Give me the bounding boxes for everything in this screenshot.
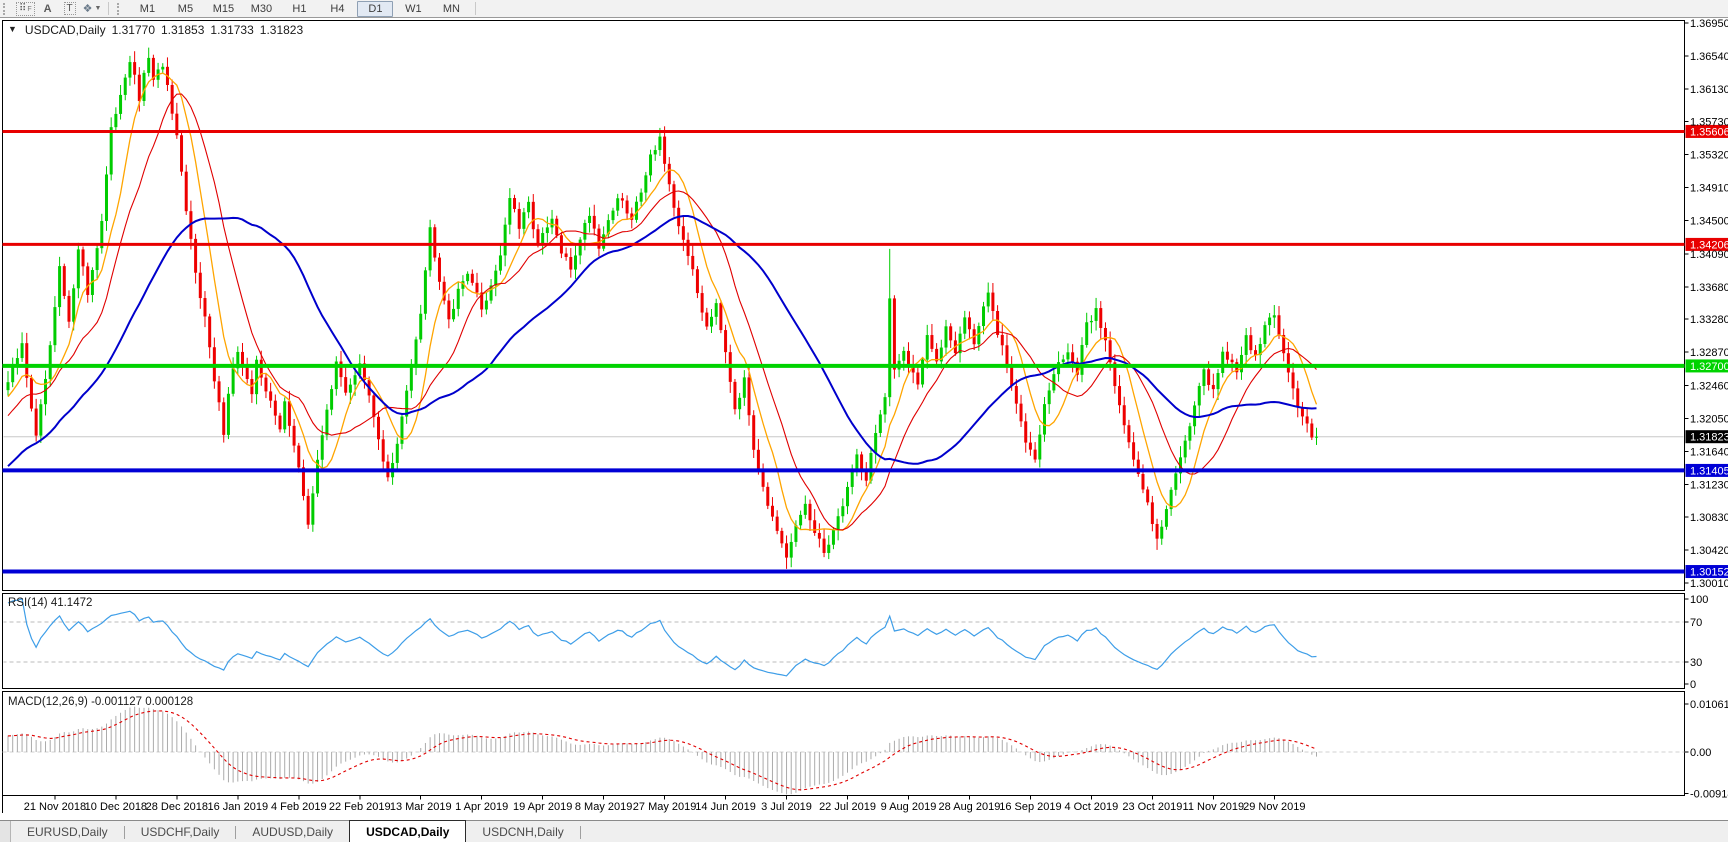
tab-divider bbox=[579, 825, 581, 839]
tab-divider bbox=[235, 825, 237, 839]
toolbar-separator bbox=[108, 2, 110, 15]
svg-text:1.31823: 1.31823 bbox=[1690, 432, 1728, 444]
svg-text:11 Nov 2019: 11 Nov 2019 bbox=[1183, 801, 1245, 813]
svg-text:16 Sep 2019: 16 Sep 2019 bbox=[999, 801, 1061, 813]
svg-text:14 Jun 2019: 14 Jun 2019 bbox=[695, 801, 756, 813]
svg-text:9 Aug 2019: 9 Aug 2019 bbox=[881, 801, 937, 813]
svg-text:1.30830: 1.30830 bbox=[1690, 512, 1728, 524]
timeframe-mn-button[interactable]: MN bbox=[442, 2, 460, 15]
chart-low: 1.31733 bbox=[210, 23, 254, 37]
timeframe-h4-button[interactable]: H4 bbox=[330, 2, 345, 15]
svg-text:1.31230: 1.31230 bbox=[1690, 480, 1728, 492]
svg-text:-0.009181: -0.009181 bbox=[1690, 789, 1728, 801]
svg-text:1.35320: 1.35320 bbox=[1690, 150, 1728, 162]
text-t-icon[interactable]: T bbox=[61, 2, 79, 16]
grid-f-icon[interactable]: ⠿F bbox=[16, 1, 35, 16]
tab-scroll-strip[interactable] bbox=[0, 821, 11, 842]
timeframe-m5-button[interactable]: M5 bbox=[177, 2, 194, 15]
svg-text:10 Dec 2018: 10 Dec 2018 bbox=[85, 801, 147, 813]
svg-text:27 May 2019: 27 May 2019 bbox=[633, 801, 697, 813]
symbol-tabbar: EURUSD,Daily USDCHF,Daily AUDUSD,Daily U… bbox=[0, 820, 1728, 842]
dropdown-caret-icon: ▼ bbox=[94, 5, 102, 12]
svg-text:1.30420: 1.30420 bbox=[1690, 545, 1728, 557]
timeframe-d1-button[interactable]: D1 bbox=[357, 0, 394, 17]
chart-high: 1.31853 bbox=[161, 23, 205, 37]
tab-audusd[interactable]: AUDUSD,Daily bbox=[252, 825, 334, 839]
svg-text:1.31405: 1.31405 bbox=[1690, 465, 1728, 477]
svg-text:1.30152: 1.30152 bbox=[1690, 567, 1728, 579]
svg-text:13 Mar 2019: 13 Mar 2019 bbox=[390, 801, 452, 813]
svg-text:16 Jan 2019: 16 Jan 2019 bbox=[208, 801, 269, 813]
tab-usdcad-active[interactable]: USDCAD,Daily bbox=[349, 820, 467, 842]
svg-text:1.36950: 1.36950 bbox=[1690, 18, 1728, 30]
toolbar-separator-2 bbox=[475, 2, 477, 15]
svg-text:28 Dec 2018: 28 Dec 2018 bbox=[146, 801, 208, 813]
svg-text:1.32870: 1.32870 bbox=[1690, 347, 1728, 359]
svg-text:1.36130: 1.36130 bbox=[1690, 84, 1728, 96]
svg-text:1 Apr 2019: 1 Apr 2019 bbox=[455, 801, 508, 813]
tab-usdchf[interactable]: USDCHF,Daily bbox=[140, 825, 220, 839]
svg-text:22 Jul 2019: 22 Jul 2019 bbox=[819, 801, 876, 813]
svg-text:0.00: 0.00 bbox=[1690, 747, 1711, 759]
svg-text:1.34910: 1.34910 bbox=[1690, 183, 1728, 195]
svg-text:1.34090: 1.34090 bbox=[1690, 249, 1728, 261]
svg-text:0.010615: 0.010615 bbox=[1690, 699, 1728, 711]
font-a-icon[interactable]: A bbox=[43, 2, 52, 15]
timeframe-m1-button[interactable]: M1 bbox=[139, 2, 156, 15]
tab-eurusd[interactable]: EURUSD,Daily bbox=[27, 825, 108, 839]
svg-text:1.32460: 1.32460 bbox=[1690, 380, 1728, 392]
svg-text:1.32050: 1.32050 bbox=[1690, 413, 1728, 425]
svg-text:22 Feb 2019: 22 Feb 2019 bbox=[329, 801, 391, 813]
svg-text:8 May 2019: 8 May 2019 bbox=[575, 801, 632, 813]
svg-text:29 Nov 2019: 29 Nov 2019 bbox=[1243, 801, 1305, 813]
toolbar-drag-handle-2[interactable] bbox=[117, 2, 123, 15]
chart-symbol: USDCAD,Daily bbox=[24, 23, 106, 37]
svg-text:1.36540: 1.36540 bbox=[1690, 51, 1728, 63]
svg-text:1.35606: 1.35606 bbox=[1690, 126, 1728, 138]
svg-text:23 Oct 2019: 23 Oct 2019 bbox=[1122, 801, 1182, 813]
toolbar: ⠿F A T ❖ ▼ M1 M5 M15 M30 H1 H4 D1 W1 MN bbox=[0, 0, 1728, 18]
svg-text:1.32700: 1.32700 bbox=[1690, 361, 1728, 373]
svg-text:1.34206: 1.34206 bbox=[1690, 239, 1728, 251]
grid-f-icon-glyph: ⠿F bbox=[16, 1, 35, 16]
svg-text:1.35730: 1.35730 bbox=[1690, 116, 1728, 128]
chart-title: ▼ USDCAD,Daily 1.31770 1.31853 1.31733 1… bbox=[8, 23, 303, 37]
tab-usdcnh[interactable]: USDCNH,Daily bbox=[482, 825, 564, 839]
svg-text:3 Jul 2019: 3 Jul 2019 bbox=[761, 801, 812, 813]
svg-text:1.33680: 1.33680 bbox=[1690, 282, 1728, 294]
svg-text:1.30010: 1.30010 bbox=[1690, 578, 1728, 590]
timeframe-w1-button[interactable]: W1 bbox=[405, 2, 422, 15]
timeframe-m30-button[interactable]: M30 bbox=[250, 2, 273, 15]
rsi-label: RSI(14) 41.1472 bbox=[8, 597, 93, 609]
svg-text:4 Oct 2019: 4 Oct 2019 bbox=[1064, 801, 1118, 813]
svg-text:1.34500: 1.34500 bbox=[1690, 216, 1728, 228]
timeframe-h1-button[interactable]: H1 bbox=[292, 2, 307, 15]
chart-title-caret-icon[interactable]: ▼ bbox=[8, 24, 17, 34]
price-chart[interactable]: 1.35606 1.34206 1.32700 1.31405 1.30152 1.369… bbox=[0, 0, 1728, 820]
svg-text:28 Aug 2019: 28 Aug 2019 bbox=[939, 801, 1001, 813]
macd-label: MACD(12,26,9) -0.001127 0.000128 bbox=[8, 696, 194, 708]
svg-text:19 Apr 2019: 19 Apr 2019 bbox=[513, 801, 572, 813]
svg-text:100: 100 bbox=[1690, 594, 1708, 606]
svg-text:30: 30 bbox=[1690, 657, 1702, 669]
svg-text:1.31640: 1.31640 bbox=[1690, 446, 1728, 458]
chart-close: 1.31823 bbox=[259, 23, 304, 37]
tab-divider bbox=[123, 825, 125, 839]
svg-text:1.33280: 1.33280 bbox=[1690, 314, 1728, 326]
svg-text:4 Feb 2019: 4 Feb 2019 bbox=[271, 801, 327, 813]
shapes-palette-icon[interactable]: ❖ ▼ bbox=[82, 3, 102, 15]
svg-text:21 Nov 2018: 21 Nov 2018 bbox=[24, 801, 86, 813]
chart-open: 1.31770 bbox=[111, 23, 155, 37]
svg-text:0: 0 bbox=[1690, 679, 1696, 691]
toolbar-drag-handle[interactable] bbox=[3, 2, 9, 15]
timeframe-m15-button[interactable]: M15 bbox=[212, 2, 235, 15]
svg-text:70: 70 bbox=[1690, 617, 1702, 629]
